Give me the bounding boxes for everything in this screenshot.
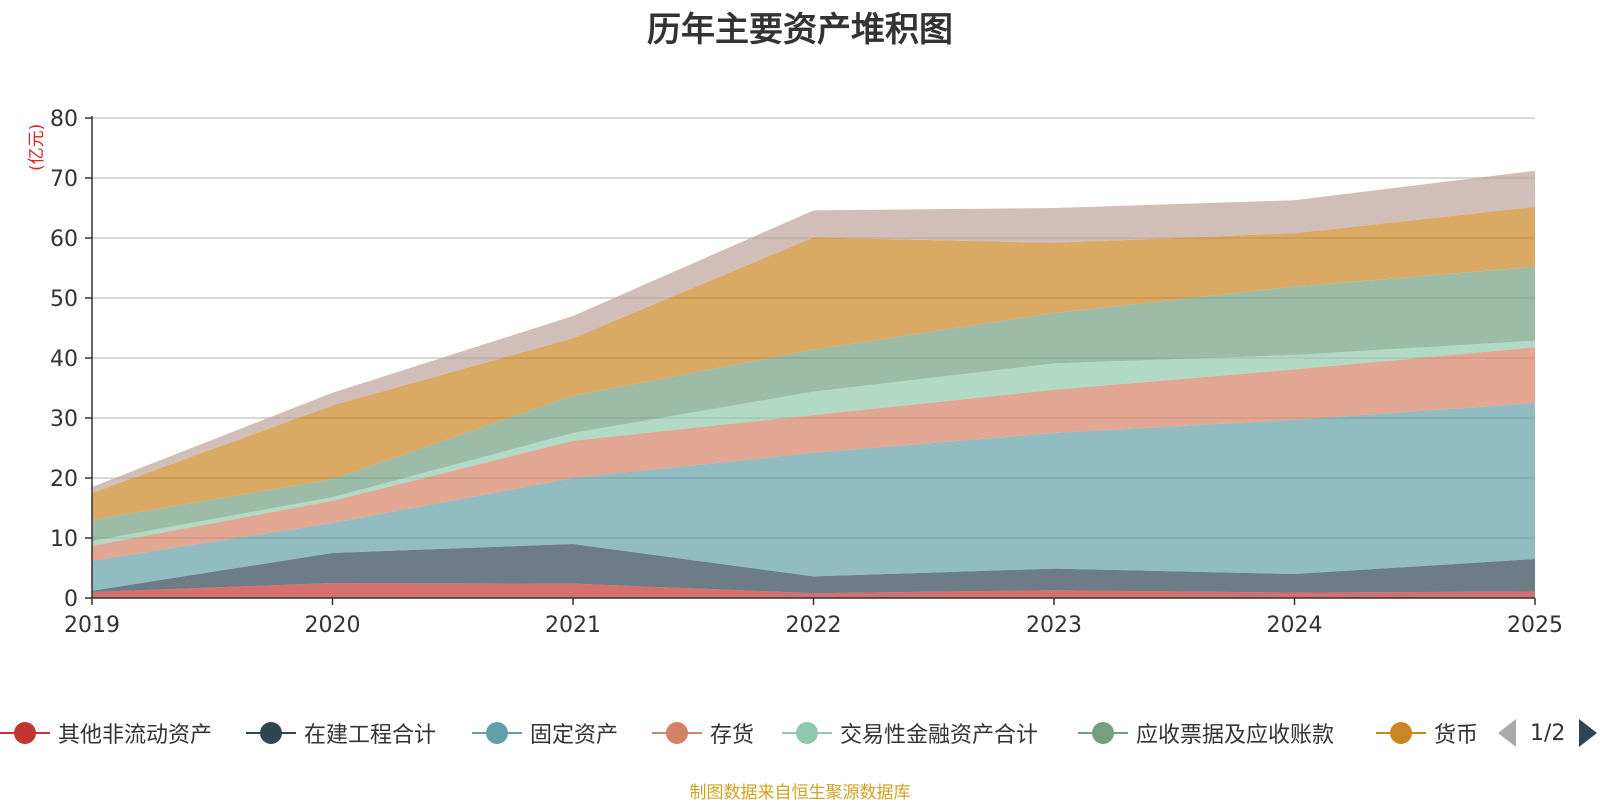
x-tick-label: 2022: [786, 613, 842, 638]
y-tick-label: 40: [50, 347, 78, 372]
y-tick-label: 50: [50, 287, 78, 312]
legend-marker: [14, 722, 36, 744]
legend-item-fixed-assets[interactable]: 固定资产: [472, 715, 618, 751]
legend: 其他非流动资产 在建工程合计 固定资产 存货 交易性金融资产合计 应收票据及应收…: [0, 715, 1600, 751]
legend-label: 货币: [1434, 723, 1479, 748]
y-tick-label: 80: [50, 107, 78, 132]
x-tick-label: 2021: [545, 613, 601, 638]
legend-item-inventory[interactable]: 存货: [652, 715, 754, 751]
x-tick-label: 2024: [1267, 613, 1323, 638]
legend-marker: [260, 722, 282, 744]
legend-item-trading-assets[interactable]: 交易性金融资产合计: [782, 715, 1038, 751]
y-tick-label: 20: [50, 467, 78, 492]
legend-marker: [1390, 722, 1412, 744]
pager-text: 1/2: [1530, 720, 1566, 746]
legend-pager: 1/2: [1498, 715, 1598, 751]
y-tick-label: 30: [50, 407, 78, 432]
legend-label: 固定资产: [530, 723, 619, 748]
legend-label: 交易性金融资产合计: [840, 723, 1039, 748]
x-tick-label: 2020: [305, 613, 361, 638]
legend-marker: [796, 722, 818, 744]
legend-marker: [666, 722, 688, 744]
area-series-5: [92, 266, 1535, 541]
source-footnote: 制图数据来自恒生聚源数据库: [689, 783, 911, 803]
area-series-2: [92, 403, 1535, 591]
legend-label: 在建工程合计: [304, 723, 437, 748]
legend-marker: [1092, 722, 1114, 744]
x-tick-label: 2019: [64, 613, 120, 638]
area-series-6: [92, 206, 1535, 521]
area-series-1: [92, 544, 1535, 594]
y-tick-label: 60: [50, 227, 78, 252]
legend-label: 其他非流动资产: [58, 723, 213, 748]
legend-label: 存货: [710, 723, 755, 748]
legend-item-construction[interactable]: 在建工程合计: [246, 715, 436, 751]
area-series-0: [92, 583, 1535, 598]
legend-item-cash[interactable]: 货币: [1376, 715, 1478, 751]
y-tick-label: 70: [50, 167, 78, 192]
y-tick-label: 10: [50, 527, 78, 552]
x-tick-label: 2023: [1026, 613, 1082, 638]
chart-title: 历年主要资产堆积图: [647, 10, 953, 50]
legend-marker: [486, 722, 508, 744]
legend-item-other-noncurrent[interactable]: 其他非流动资产: [0, 715, 212, 751]
legend-item-receivables[interactable]: 应收票据及应收账款: [1078, 715, 1334, 751]
y-tick-label: 0: [64, 587, 78, 612]
legend-label: 应收票据及应收账款: [1136, 723, 1335, 748]
triangle-left-icon[interactable]: [1498, 719, 1516, 747]
triangle-right-icon[interactable]: [1579, 719, 1598, 747]
stacked-area-chart: 0 10 20 30 40 50 60 70 80 2019 2020 2021 2022 2023 202…: [50, 107, 1563, 638]
area-series-3: [92, 347, 1535, 561]
x-tick-label: 2025: [1507, 613, 1563, 638]
area-series-7: [92, 170, 1535, 494]
